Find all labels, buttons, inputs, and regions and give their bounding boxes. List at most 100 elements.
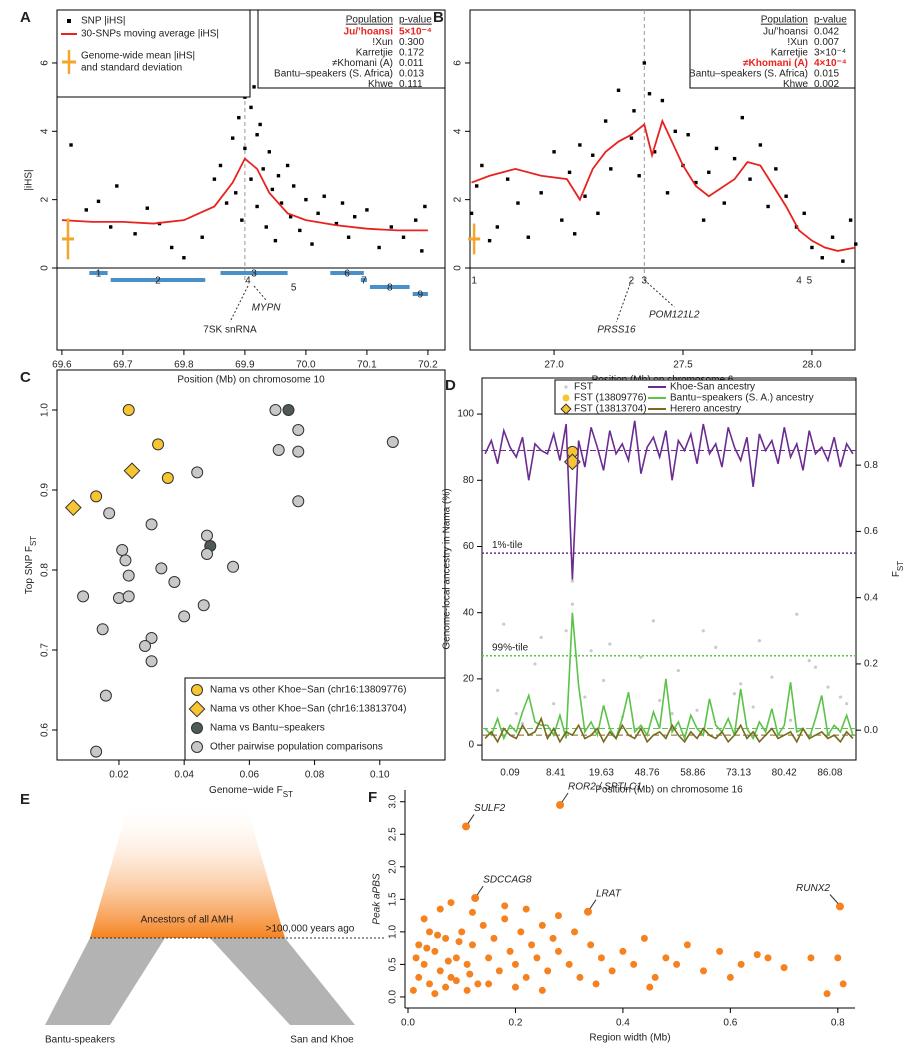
y-axis-label: Top SNP FST: [24, 536, 38, 595]
point: [99, 689, 112, 702]
point: [751, 705, 755, 709]
point: [123, 462, 141, 480]
point: [554, 912, 562, 920]
y2-tick-label: 0.4: [864, 592, 878, 603]
point: [845, 702, 849, 706]
point: [533, 662, 537, 666]
x-axis-label: Position (Mb) on chromosome 16: [595, 785, 743, 796]
point: [554, 947, 562, 955]
point: [737, 960, 745, 968]
point: [640, 934, 648, 942]
annotation-leader: [643, 279, 675, 308]
point: [431, 947, 439, 955]
panel-letter: C: [20, 369, 31, 386]
y2-axis-label-main: F: [891, 571, 902, 577]
series-line: [484, 716, 854, 744]
legend-swatch: [560, 403, 572, 415]
point: [854, 242, 858, 246]
annotation-leader: [615, 279, 632, 323]
point: [122, 590, 135, 603]
table-header: p-value: [814, 15, 847, 26]
x-tick-label: 0.2: [509, 1018, 523, 1029]
point: [292, 445, 305, 458]
x-tick-label: 69.9: [235, 360, 255, 371]
point: [578, 143, 582, 147]
point: [434, 931, 442, 939]
point: [276, 174, 281, 178]
highlight-point: [583, 907, 592, 916]
point: [589, 649, 593, 653]
point: [658, 698, 662, 702]
legend-swatch: [67, 19, 71, 23]
point: [630, 960, 638, 968]
point: [365, 208, 369, 212]
legend-label: Other pairwise population comparisons: [210, 742, 383, 753]
point: [249, 177, 253, 181]
y-tick-label: 0: [468, 740, 474, 751]
point: [279, 201, 284, 205]
x-tick-label: 0.4: [616, 1018, 630, 1029]
point: [103, 507, 116, 520]
x-tick-label: 19.63: [589, 768, 614, 779]
x-tick-label: 27.0: [544, 360, 564, 371]
left-label: Bantu-speakers: [45, 1035, 115, 1046]
point: [469, 211, 474, 216]
point: [468, 941, 476, 949]
right-label: San and Khoe: [290, 1035, 354, 1046]
point: [334, 221, 339, 226]
gene-label: 3: [642, 276, 648, 287]
point: [468, 908, 476, 916]
point: [485, 980, 493, 988]
point: [646, 983, 654, 991]
point: [538, 986, 546, 994]
point: [538, 921, 546, 929]
legend-label: SNP |iHS|: [81, 16, 125, 27]
y-tick-label: 0: [453, 265, 464, 271]
point: [452, 954, 460, 962]
annotation: MYPN: [252, 303, 282, 314]
table-cell: 0.042: [814, 27, 839, 38]
series-line: [471, 118, 856, 252]
y-tick-label: 6: [40, 60, 51, 66]
point: [699, 967, 707, 975]
highlight-point: [462, 822, 471, 831]
x-tick-label: 58.86: [680, 768, 705, 779]
ancestor-label: Ancestors of all AMH: [141, 915, 234, 926]
label-leader: [829, 894, 839, 904]
table-cell: ≠Khomani (A): [332, 58, 393, 69]
point: [442, 934, 450, 942]
point: [774, 167, 778, 171]
table-cell: Ju/’hoansi: [344, 27, 394, 38]
point: [820, 256, 824, 260]
point: [570, 579, 574, 583]
point: [501, 902, 509, 910]
annotation-leader: [229, 285, 249, 323]
legend-label: FST: [574, 382, 593, 393]
point: [431, 990, 439, 998]
point: [377, 245, 381, 250]
annotation-leader: [253, 285, 267, 301]
series-line: [484, 612, 854, 742]
x-tick-label: 0.0: [401, 1018, 415, 1029]
point: [112, 592, 125, 604]
y-axis-label-sub: ST: [29, 536, 38, 546]
legend-label: and standard deviation: [81, 63, 182, 74]
table-cell: !Xun: [787, 37, 808, 48]
highlight-label: ROR2 / SPTLC1: [568, 782, 642, 793]
point: [528, 941, 536, 949]
point: [570, 602, 574, 606]
y-tick-label: 0: [40, 265, 51, 271]
x-tick-label: 27.5: [673, 360, 693, 371]
gene-label: 3: [251, 269, 257, 280]
point: [651, 973, 659, 981]
point: [495, 225, 500, 229]
point: [501, 915, 509, 923]
x-tick-label: 69.8: [174, 360, 194, 371]
gene-label: 2: [629, 276, 635, 287]
point: [155, 562, 168, 575]
point: [96, 199, 101, 204]
point: [119, 554, 132, 567]
gene-label: 9: [418, 290, 424, 301]
point: [823, 990, 831, 998]
point: [608, 642, 612, 646]
